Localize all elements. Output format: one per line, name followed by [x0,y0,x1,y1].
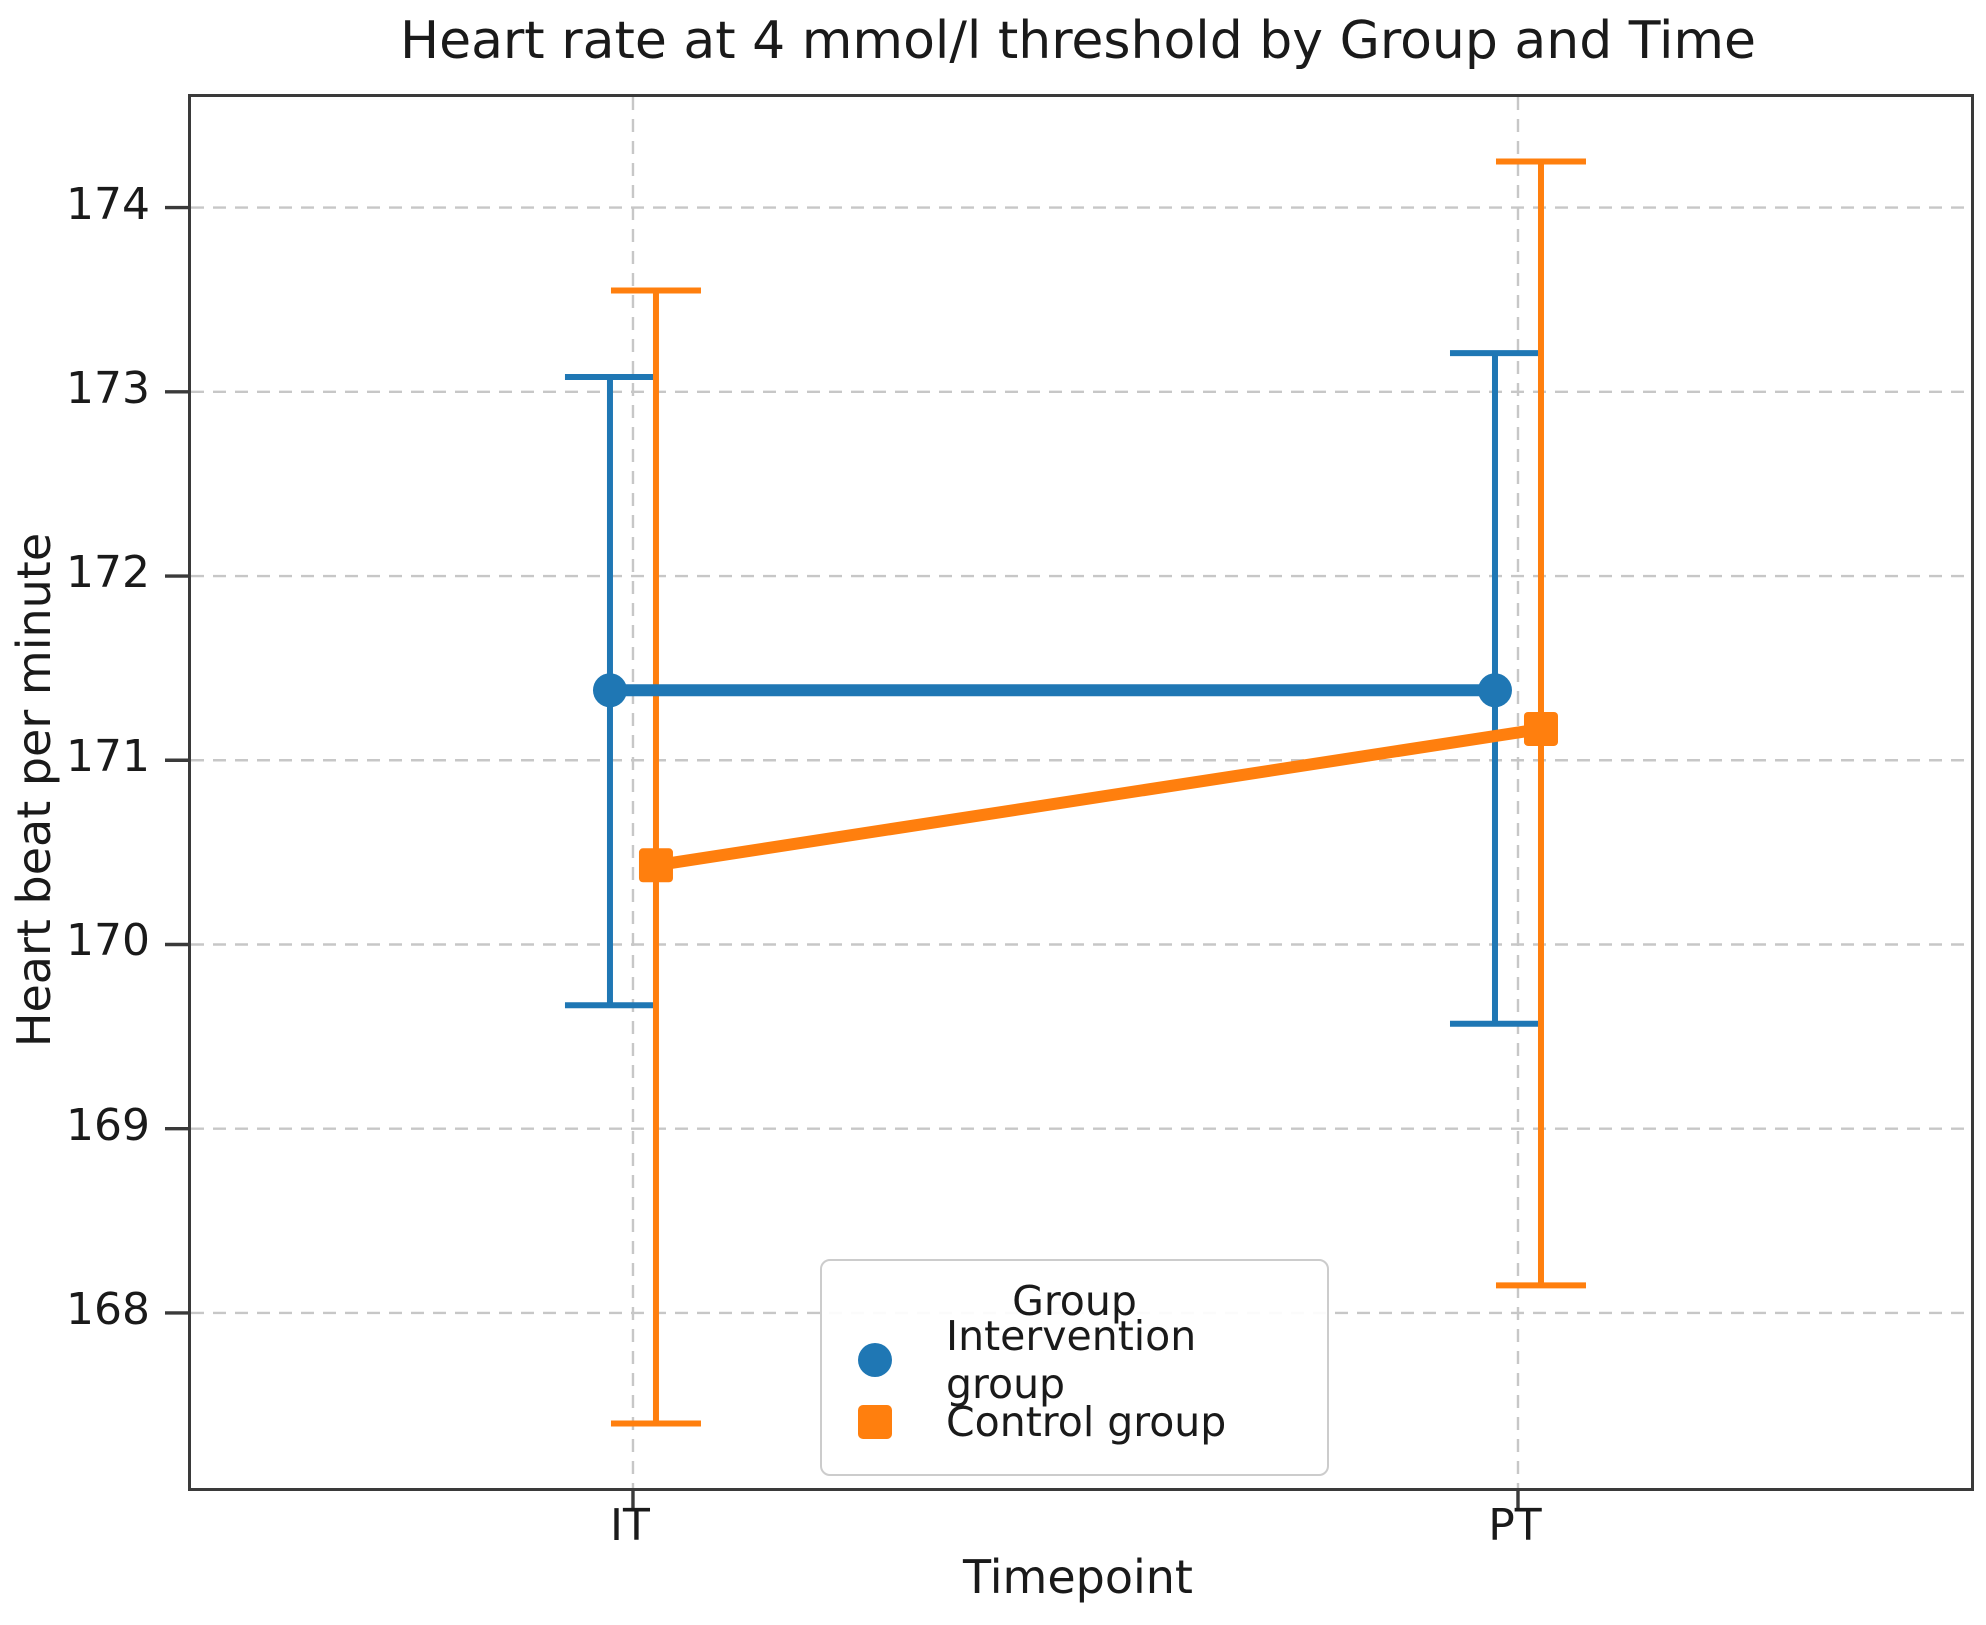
y-tick-label: 169 [66,1099,150,1151]
chart-title: Heart rate at 4 mmol/l threshold by Grou… [399,11,1757,71]
data-point-circle [592,673,627,708]
legend-title: Group [1012,1277,1137,1325]
series-line [649,722,1547,872]
legend-label: Control group [946,1398,1227,1446]
circle-marker-icon [858,1343,892,1377]
y-tick-label: 173 [66,362,150,414]
data-point-square [1523,711,1558,746]
legend: Group Intervention group Control group [820,1259,1329,1476]
y-tick-label: 168 [66,1283,150,1335]
legend-item-control-group: Control group [822,1391,1327,1453]
y-tick-label: 174 [66,178,150,230]
legend-label: Intervention group [946,1312,1197,1408]
data-point-circle [1477,673,1512,708]
data-point-square [638,848,673,883]
plot-canvas [165,97,1971,1508]
legend-item-intervention-group: Intervention group [822,1312,1327,1408]
plot-area [165,94,1974,1508]
x-tick-label: PT [1488,1500,1542,1551]
x-tick-label: IT [610,1500,650,1551]
y-tick-label: 171 [66,731,150,783]
x-axis-label: Timepoint [963,1550,1193,1604]
y-tick-label: 170 [66,915,150,967]
y-tick-label: 172 [66,547,150,599]
square-marker-icon [858,1405,892,1439]
